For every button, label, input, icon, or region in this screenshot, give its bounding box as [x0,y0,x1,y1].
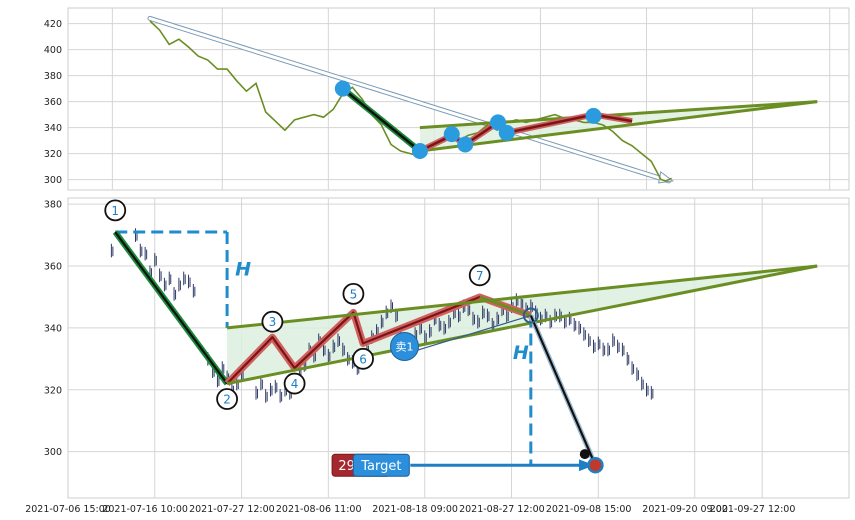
y-tick-label: 300 [44,175,62,186]
target-arrowhead [579,459,595,472]
plot-area [67,7,850,191]
y-tick-label: 400 [44,45,62,56]
target-label: Target [360,459,401,474]
y-tick-label: 380 [44,200,62,211]
pattern-point-label: 6 [359,352,367,366]
y-tick-label: 320 [44,149,62,160]
y-tick-label: 360 [44,97,62,108]
sell-label: 卖1 [396,340,414,353]
x-tick-label: 2021-07-06 15:00 [25,504,111,515]
pattern-segment [529,315,597,466]
trend-segment [419,100,818,153]
bottom-panel: 300 320 340 360 380 2021-07-06 15:002021-07-1… [25,197,850,515]
y-tick-label: 340 [44,323,62,334]
trend-segment [342,87,421,152]
x-tick-label: 2021-07-27 12:00 [189,504,275,515]
pattern-segment [114,231,228,385]
pattern-point-badge [261,310,284,333]
pattern-point-badge [342,282,365,305]
y-tick-label: 420 [44,19,62,30]
x-tick-label: 2021-09-27 12:00 [710,504,796,515]
pattern-segment [479,295,532,317]
plot-area [67,197,850,499]
pattern-point-badge [216,388,238,410]
x-tick-label: 2021-08-06 11:00 [276,504,362,515]
sell-marker [390,331,420,361]
pivot-marker [334,80,351,97]
pivot-marker [457,136,474,153]
x-tick-label: 2021-08-18 09:00 [372,504,458,515]
trend-segment [419,100,818,130]
x-tick-label: 2021-07-16 10:00 [102,504,188,515]
y-tick-label: 380 [44,71,62,82]
pattern-point-label: 4 [291,377,299,391]
sell-point [522,307,539,324]
pivot-marker [585,107,602,124]
pattern-point-label: 2 [223,393,231,407]
x-tick-label: 2021-08-27 12:00 [459,504,545,515]
top-panel: 300 320 340 360 380 400 420 [44,7,850,191]
x-tick-label: 2021-09-20 09:00 [642,504,728,515]
h-label: H [513,342,529,364]
pattern-point-badge [283,372,306,395]
pattern-point-label: 1 [111,204,119,218]
pattern-point-badge [352,347,374,370]
y-tick-label: 300 [44,447,62,458]
pattern-point-badge [468,264,491,287]
trend-arrow [148,16,671,183]
pattern-point-label: 5 [350,287,358,301]
pattern-segment [226,264,818,386]
pivot-marker [443,126,460,143]
pattern-point-label: 7 [476,269,484,283]
sell-pointer [416,314,531,352]
target-dot [579,449,590,460]
pattern-point-badge [104,199,127,222]
y-tick-label: 360 [44,262,62,273]
y-tick-label: 340 [44,123,62,134]
target-end-marker [587,456,604,474]
pivot-marker [498,124,515,141]
x-tick-label: 2021-09-08 15:00 [546,504,632,515]
pattern-segment [226,264,818,330]
pattern-point-label: 3 [269,315,277,329]
pivot-marker [411,143,428,159]
y-tick-label: 320 [44,385,62,396]
h-label: H [235,258,251,280]
target-box [352,453,410,477]
